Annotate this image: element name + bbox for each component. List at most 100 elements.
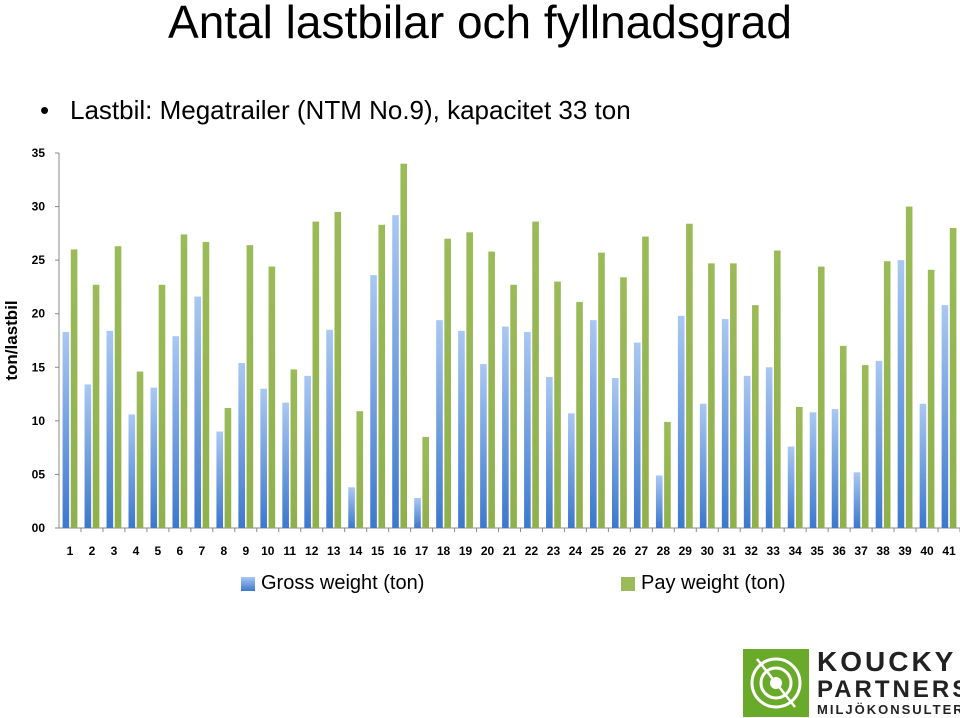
bar-gross-weight xyxy=(677,315,685,528)
bar-pay-weight xyxy=(334,211,342,528)
bar-gross-weight xyxy=(84,384,92,528)
bar-pay-weight xyxy=(290,369,298,528)
bar-gross-weight xyxy=(611,378,619,528)
logo-text-line2: PARTNERS xyxy=(817,676,960,703)
y-tick-label: 25 xyxy=(32,253,46,267)
bar-pay-weight xyxy=(620,277,627,528)
subtitle-text: Lastbil: Megatrailer (NTM No.9), kapacit… xyxy=(70,95,631,125)
bar-gross-weight xyxy=(326,329,333,528)
x-tick-label: 18 xyxy=(437,544,451,558)
bar-gross-weight xyxy=(194,296,202,528)
bar-gross-weight xyxy=(765,367,773,528)
x-tick-label: 23 xyxy=(547,544,561,558)
bar-gross-weight xyxy=(853,472,861,528)
bar-gross-weight xyxy=(216,431,224,528)
bar-gross-weight xyxy=(941,305,949,528)
x-tick-label: 30 xyxy=(701,544,715,558)
bar-pay-weight xyxy=(224,408,232,528)
bar-pay-weight xyxy=(422,436,429,528)
x-tick-label: 17 xyxy=(415,544,429,558)
x-tick-label: 39 xyxy=(898,544,912,558)
slide-title: Antal lastbilar och fyllnadsgrad xyxy=(168,0,792,48)
bar-gross-weight xyxy=(260,388,267,528)
x-tick-label: 26 xyxy=(613,544,627,558)
bar-pay-weight xyxy=(686,223,693,528)
x-tick-label: 25 xyxy=(591,544,605,558)
koucky-partners-logo: KOUCKY PARTNERS MILJÖKONSULTER xyxy=(743,646,960,718)
logo-text-line1: KOUCKY xyxy=(817,646,957,677)
bar-pay-weight xyxy=(795,406,803,528)
bar-gross-weight xyxy=(524,331,531,528)
y-tick-label: 00 xyxy=(32,521,46,535)
y-axis-title: ton/lastbil xyxy=(2,300,21,380)
bar-pay-weight xyxy=(598,252,605,528)
bar-gross-weight xyxy=(721,319,729,528)
bar-pay-weight xyxy=(158,284,166,528)
bar-pay-weight xyxy=(817,266,825,528)
bar-pay-weight xyxy=(444,238,451,528)
bar-gross-weight xyxy=(304,375,311,528)
x-tick-label: 5 xyxy=(155,544,162,558)
x-tick-label: 14 xyxy=(349,544,363,558)
bar-pay-weight xyxy=(554,281,561,528)
bar-gross-weight xyxy=(150,387,158,528)
x-tick-label: 13 xyxy=(327,544,341,558)
legend-swatch-pay xyxy=(621,576,635,591)
bar-pay-weight xyxy=(136,371,144,528)
x-tick-label: 15 xyxy=(371,544,385,558)
bar-pay-weight xyxy=(268,266,276,528)
bar-pay-weight xyxy=(466,232,473,528)
x-tick-label: 37 xyxy=(854,544,868,558)
bar-gross-weight xyxy=(106,330,114,528)
bar-gross-weight xyxy=(414,498,421,528)
bar-gross-weight xyxy=(787,446,795,528)
bar-pay-weight xyxy=(708,263,715,528)
y-tick-label: 05 xyxy=(32,467,46,481)
bar-gross-weight xyxy=(809,412,817,528)
bar-gross-weight xyxy=(875,360,883,528)
y-tick-label: 15 xyxy=(32,360,46,374)
x-tick-label: 35 xyxy=(810,544,824,558)
bar-gross-weight xyxy=(370,275,377,528)
x-tick-label: 6 xyxy=(177,544,184,558)
x-tick-label: 7 xyxy=(198,544,205,558)
bar-pay-weight xyxy=(949,228,957,528)
x-tick-label: 8 xyxy=(220,544,227,558)
legend-label-pay: Pay weight (ton) xyxy=(641,572,786,594)
legend-item-pay: Pay weight (ton) xyxy=(621,568,786,598)
x-tick-label: 41 xyxy=(942,544,956,558)
bar-pay-weight xyxy=(356,411,364,528)
bar-gross-weight xyxy=(62,331,70,528)
x-tick-label: 12 xyxy=(305,544,319,558)
x-tick-label: 2 xyxy=(89,544,96,558)
bar-gross-weight xyxy=(392,215,399,528)
bar-pay-weight xyxy=(576,301,583,528)
bar-gross-weight xyxy=(633,342,641,528)
bar-gross-weight xyxy=(831,409,839,528)
bar-pay-weight xyxy=(861,365,869,528)
bar-pay-weight xyxy=(730,263,737,528)
bar-gross-weight xyxy=(919,403,927,528)
bar-pay-weight xyxy=(510,284,517,528)
bar-pay-weight xyxy=(180,234,188,528)
x-tick-label: 27 xyxy=(635,544,649,558)
x-tick-label: 36 xyxy=(832,544,846,558)
bar-pay-weight xyxy=(664,421,671,528)
bar-gross-weight xyxy=(699,403,707,528)
bar-gross-weight xyxy=(502,326,509,528)
bar-pay-weight xyxy=(905,206,913,528)
x-tick-label: 21 xyxy=(503,544,517,558)
x-tick-label: 33 xyxy=(767,544,781,558)
subtitle-bullet: • Lastbil: Megatrailer (NTM No.9), kapaci… xyxy=(40,93,631,127)
x-tick-label: 31 xyxy=(723,544,737,558)
logo-text-line3: MILJÖKONSULTER xyxy=(817,702,960,717)
bar-pay-weight xyxy=(312,221,320,528)
bar-pay-weight xyxy=(114,246,122,528)
x-tick-label: 34 xyxy=(789,544,803,558)
bar-pay-weight xyxy=(378,224,386,528)
bar-gross-weight xyxy=(568,413,575,528)
legend-item-gross: Gross weight (ton) xyxy=(241,568,424,598)
legend-swatch-gross xyxy=(241,576,255,591)
chart-legend: Gross weight (ton) Pay weight (ton) xyxy=(0,568,960,598)
